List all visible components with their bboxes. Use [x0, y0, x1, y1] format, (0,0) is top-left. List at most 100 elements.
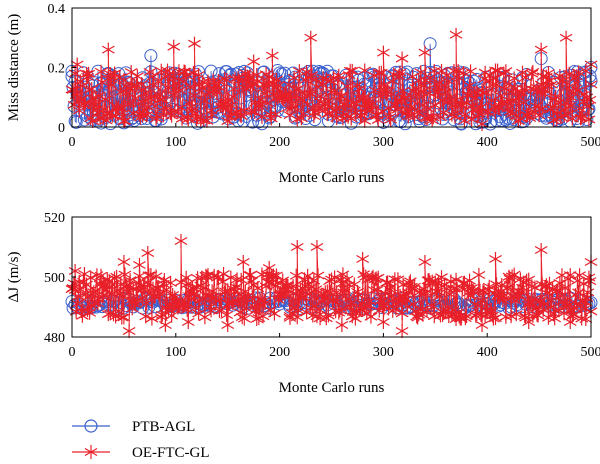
data-point: [252, 99, 266, 114]
x-tick-label: 200: [269, 135, 290, 150]
y-tick-label: 480: [44, 331, 65, 346]
data-point: [559, 30, 573, 45]
x-tick-label: 400: [477, 345, 498, 360]
legend: PTB-AGL OE-FTC-GL: [72, 419, 210, 461]
data-point: [105, 78, 118, 93]
data-point: [408, 279, 421, 294]
data-point: [366, 96, 380, 111]
data-point: [572, 65, 585, 80]
data-point: [558, 281, 572, 296]
data-point: [140, 296, 154, 311]
data-point: [475, 117, 489, 132]
data-point: [425, 113, 439, 128]
data-point: [332, 68, 346, 83]
data-point: [123, 273, 137, 288]
data-point: [323, 99, 336, 114]
data-point: [581, 285, 595, 300]
data-point: [285, 306, 299, 321]
data-point: [383, 282, 396, 297]
data-point: [256, 309, 270, 324]
data-point: [546, 100, 559, 115]
data-point: [583, 92, 597, 107]
data-point: [145, 311, 159, 326]
data-point: [227, 282, 241, 297]
data-point: [419, 285, 433, 300]
data-point: [487, 311, 500, 326]
data-point: [310, 240, 324, 254]
data-point: [139, 309, 153, 324]
data-point: [211, 73, 225, 88]
data-point: [80, 66, 93, 81]
x-tick-label: 100: [165, 135, 186, 150]
data-point: [112, 67, 126, 81]
data-point: [73, 282, 87, 297]
data-point: [210, 85, 224, 100]
data-point: [340, 79, 354, 94]
data-point: [297, 106, 310, 121]
x-tick-label: 400: [477, 135, 498, 150]
data-point: [295, 290, 308, 305]
data-point: [393, 65, 407, 80]
data-point: [352, 287, 365, 302]
data-point: [497, 66, 511, 81]
data-point: [304, 30, 318, 45]
data-point: [124, 65, 138, 80]
data-point: [237, 103, 251, 118]
data-point: [159, 318, 172, 332]
data-point: [286, 90, 300, 105]
data-point: [418, 286, 432, 301]
data-point: [271, 63, 285, 77]
data-point: [396, 83, 410, 98]
data-point: [490, 77, 503, 92]
data-point: [531, 308, 545, 323]
data-point: [583, 274, 597, 289]
data-point: [549, 89, 563, 104]
data-point: [345, 63, 359, 78]
data-point: [290, 240, 304, 254]
data-point: [459, 311, 472, 326]
data-point: [338, 97, 352, 112]
data-point: [117, 310, 131, 325]
data-point: [309, 282, 323, 297]
data-point: [251, 281, 265, 296]
data-point: [99, 113, 113, 128]
data-point: [180, 110, 194, 125]
data-point: [84, 270, 98, 285]
x-tick-label: 500: [581, 135, 600, 150]
data-point: [525, 66, 539, 81]
data-point: [482, 279, 496, 294]
data-point: [421, 101, 435, 116]
data-point: [225, 294, 239, 309]
data-point: [245, 104, 258, 119]
data-point: [343, 63, 357, 78]
data-point: [128, 297, 142, 312]
data-point: [94, 64, 108, 79]
data-point: [265, 48, 279, 63]
data-point: [498, 291, 512, 306]
data-point: [542, 66, 555, 81]
data-point: [395, 306, 409, 321]
data-point: [117, 255, 131, 269]
data-point: [384, 112, 398, 127]
data-point: [335, 89, 349, 104]
data-point: [433, 289, 446, 304]
data-point: [149, 269, 163, 284]
legend-label-ptb-agl: PTB-AGL: [132, 419, 195, 435]
data-point: [244, 267, 257, 282]
data-point: [418, 45, 432, 60]
data-point: [313, 311, 327, 326]
data-point: [133, 258, 146, 272]
data-point: [507, 267, 521, 282]
data-point: [524, 296, 538, 311]
data-point: [118, 267, 132, 282]
data-point: [257, 293, 271, 308]
x-axis-label: Monte Carlo runs: [279, 170, 385, 186]
data-point: [238, 284, 252, 299]
data-point: [198, 93, 212, 108]
data-point: [158, 273, 171, 288]
data-point: [69, 115, 83, 129]
data-point: [392, 68, 406, 83]
data-point: [534, 243, 548, 257]
data-point: [181, 315, 195, 329]
